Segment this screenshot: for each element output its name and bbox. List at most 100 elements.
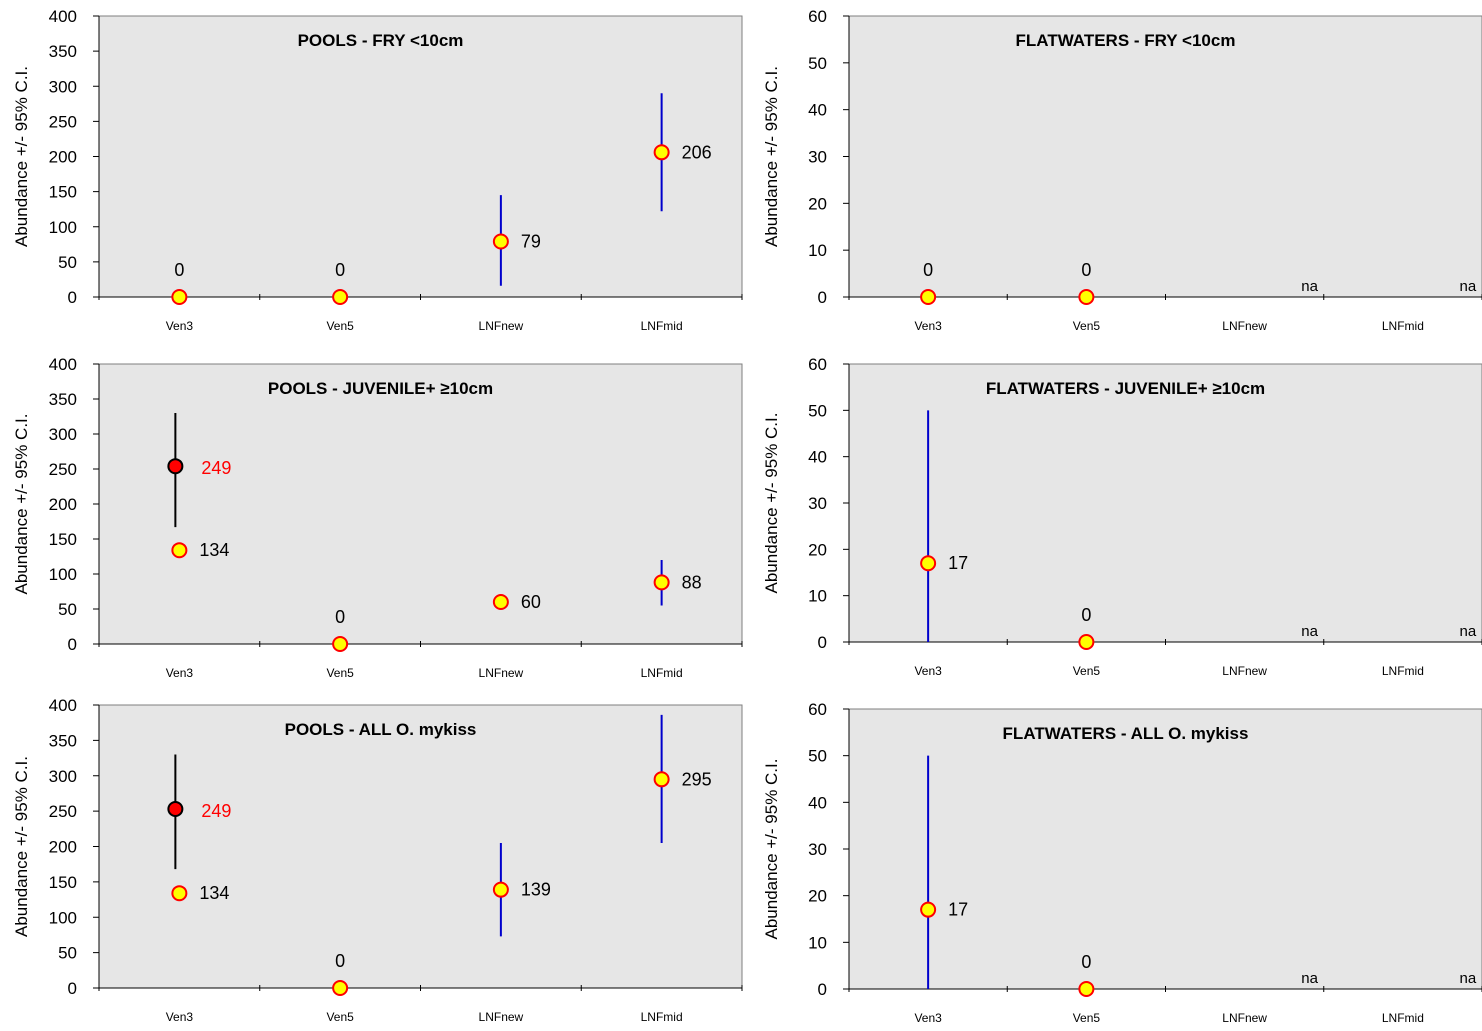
data-label: 60 [521, 592, 541, 612]
y-tick-label: 150 [49, 873, 77, 892]
y-axis-label: Abundance +/- 95% C.I. [762, 759, 781, 940]
data-label: 17 [948, 900, 968, 920]
plot-area [848, 15, 1482, 298]
x-tick-label: Ven3 [166, 319, 194, 333]
y-tick-label: 400 [49, 7, 77, 26]
data-label: 88 [682, 572, 702, 592]
data-point [171, 885, 188, 902]
y-tick-label: 50 [58, 944, 77, 963]
chart-panel-6: 0 10 20 30 40 50 60 Ven3 Ven5 LNFnew LNFmid Abundan… [762, 700, 1482, 1025]
y-tick-label: 50 [808, 747, 827, 766]
chart-title: POOLS - FRY <10cm [298, 31, 464, 50]
y-tick-label: 30 [808, 840, 827, 859]
x-tick-label: Ven5 [326, 319, 354, 333]
chart-title: POOLS - JUVENILE+ ≥10cm [268, 379, 493, 398]
x-tick-label: Ven3 [914, 1011, 942, 1025]
data-point [332, 980, 349, 996]
data-point [1078, 981, 1095, 997]
y-tick-label: 50 [58, 600, 77, 619]
data-point [1078, 634, 1095, 650]
data-label: 0 [174, 260, 184, 280]
data-point [1078, 289, 1095, 305]
y-tick-label: 60 [808, 7, 827, 26]
y-tick-label: 400 [49, 696, 77, 715]
x-tick-label: LNFmid [1382, 319, 1424, 333]
x-tick-label: Ven5 [326, 666, 354, 680]
y-tick-label: 50 [58, 253, 77, 272]
data-point [492, 594, 509, 610]
y-tick-label: 0 [68, 979, 77, 998]
chart-panel-4: 0 10 20 30 40 50 60 Ven3 Ven5 LNFnew LNFmid Abundan… [762, 355, 1482, 678]
data-point [653, 771, 670, 788]
x-tick-label: LNFnew [479, 666, 524, 680]
data-point [332, 289, 349, 305]
x-tick-label: Ven5 [326, 1010, 354, 1024]
x-tick-label: LNFnew [1222, 1011, 1267, 1025]
y-tick-label: 30 [808, 148, 827, 167]
y-tick-label: 60 [808, 700, 827, 719]
y-tick-label: 40 [808, 793, 827, 812]
data-point [653, 144, 670, 161]
x-tick-label: Ven3 [914, 664, 942, 678]
na-label: na [1460, 623, 1477, 640]
y-tick-label: 250 [49, 460, 77, 479]
data-label: 0 [335, 260, 345, 280]
y-tick-label: 50 [808, 54, 827, 73]
x-tick-label: LNFmid [1382, 664, 1424, 678]
y-tick-label: 20 [808, 194, 827, 213]
data-label: 206 [682, 142, 712, 162]
data-label: 0 [1081, 605, 1091, 625]
y-tick-label: 100 [49, 218, 77, 237]
data-point [171, 542, 188, 559]
y-tick-label: 250 [49, 112, 77, 131]
x-tick-label: Ven5 [1073, 319, 1101, 333]
data-point [920, 289, 937, 305]
plot-area [848, 708, 1482, 990]
x-tick-label: LNFmid [1382, 1011, 1424, 1025]
chart-panel-5: 0 50 100 150 200 250 300 350 400 Ven3 Ven5 LNFnew LN… [12, 696, 743, 1024]
x-tick-label: Ven3 [166, 666, 194, 680]
y-tick-label: 250 [49, 802, 77, 821]
chart-title: POOLS - ALL O. mykiss [285, 720, 477, 739]
y-tick-label: 400 [49, 355, 77, 374]
plot-area [98, 15, 743, 298]
chart-title: FLATWATERS - JUVENILE+ ≥10cm [986, 379, 1265, 398]
y-tick-label: 20 [808, 887, 827, 906]
x-tick-label: Ven5 [1073, 1011, 1101, 1025]
alt-data-point [167, 801, 184, 818]
y-tick-label: 200 [49, 495, 77, 514]
chart-panel-3: 0 50 100 150 200 250 300 350 400 Ven3 Ven5 LNFnew LN… [12, 355, 743, 680]
y-tick-label: 350 [49, 390, 77, 409]
alt-data-point [167, 458, 184, 475]
chart-title: FLATWATERS - ALL O. mykiss [1003, 724, 1249, 743]
y-tick-label: 20 [808, 540, 827, 559]
y-tick-label: 40 [808, 448, 827, 467]
na-label: na [1460, 970, 1477, 987]
x-tick-label: LNFnew [479, 319, 524, 333]
x-tick-label: LNFmid [641, 319, 683, 333]
data-label: 0 [335, 607, 345, 627]
x-tick-label: LNFnew [1222, 664, 1267, 678]
y-axis-label: Abundance +/- 95% C.I. [12, 414, 31, 595]
data-label: 0 [1081, 260, 1091, 280]
y-axis-label: Abundance +/- 95% C.I. [12, 66, 31, 247]
y-tick-label: 0 [68, 635, 77, 654]
x-tick-label: Ven5 [1073, 664, 1101, 678]
y-tick-label: 300 [49, 77, 77, 96]
y-tick-label: 0 [68, 288, 77, 307]
y-tick-label: 0 [818, 633, 827, 652]
na-label: na [1301, 970, 1318, 987]
plot-area [848, 363, 1482, 643]
x-tick-label: LNFmid [641, 1010, 683, 1024]
data-point [171, 289, 188, 305]
na-label: na [1301, 623, 1318, 640]
data-label: 17 [948, 553, 968, 573]
data-point [332, 636, 349, 652]
y-tick-label: 350 [49, 731, 77, 750]
y-tick-label: 30 [808, 494, 827, 513]
y-tick-label: 150 [49, 183, 77, 202]
y-tick-label: 10 [808, 933, 827, 952]
chart-title: FLATWATERS - FRY <10cm [1016, 31, 1236, 50]
data-label: 0 [923, 260, 933, 280]
data-label: 139 [521, 880, 551, 900]
